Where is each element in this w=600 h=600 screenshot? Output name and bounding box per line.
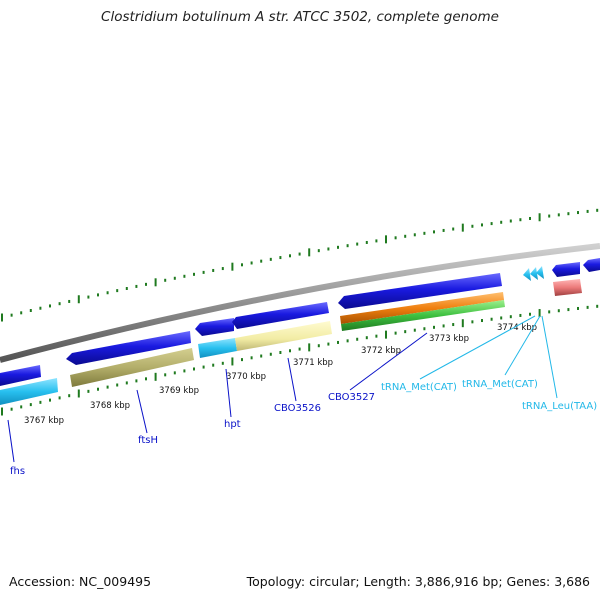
gene-arrow[interactable]	[583, 258, 600, 272]
genome-backbone	[0, 243, 600, 363]
kbp-labels: 3767 kbp 3768 kbp 3769 kbp 3770 kbp 3771…	[24, 323, 537, 426]
feature-bar[interactable]	[235, 321, 332, 351]
feature-bar[interactable]	[553, 279, 582, 296]
gene-arrow[interactable]	[0, 365, 41, 386]
gene-arrow[interactable]	[536, 266, 544, 279]
kbp-label: 3768 kbp	[90, 401, 130, 411]
inner-tick-row	[1, 304, 599, 416]
feature-bar[interactable]	[198, 338, 237, 358]
label-leaders	[7, 315, 558, 463]
outer-tick-row	[1, 208, 599, 322]
gene-labels: fhs ftsH hpt CBO3526 CBO3527 tRNA_Met(CA…	[10, 379, 597, 477]
kbp-label: 3774 kbp	[497, 323, 537, 333]
gene-label-trna-met-2[interactable]: tRNA_Met(CAT)	[462, 379, 538, 390]
gene-label-trna-met-1[interactable]: tRNA_Met(CAT)	[381, 382, 457, 393]
gene-arrow[interactable]	[523, 268, 531, 281]
gene-arrow[interactable]	[530, 267, 538, 280]
gene-arrow[interactable]	[552, 262, 580, 277]
accession-text: Accession: NC_009495	[9, 574, 152, 589]
gene-arrow[interactable]	[232, 302, 329, 329]
kbp-label: 3770 kbp	[226, 372, 266, 382]
gene-label-ftsh[interactable]: ftsH	[138, 435, 158, 446]
kbp-label: 3773 kbp	[429, 334, 469, 344]
feature-bar[interactable]	[340, 292, 504, 324]
gene-label-fhs[interactable]: fhs	[10, 466, 25, 477]
topology-text: Topology: circular; Length: 3,886,916 bp…	[246, 574, 590, 589]
forward-genes	[0, 258, 600, 386]
gene-label-hpt[interactable]: hpt	[224, 419, 241, 430]
feature-bar[interactable]	[341, 300, 505, 331]
kbp-label: 3769 kbp	[159, 386, 199, 396]
feature-bar[interactable]	[0, 378, 58, 405]
gene-label-cbo3526[interactable]: CBO3526	[274, 403, 321, 414]
feature-bars	[0, 279, 582, 405]
gene-arrow[interactable]	[195, 318, 234, 336]
kbp-label: 3772 kbp	[361, 346, 401, 356]
kbp-label: 3771 kbp	[293, 358, 333, 368]
feature-bar[interactable]	[70, 348, 194, 387]
gene-arrow[interactable]	[66, 331, 191, 365]
genome-title: Clostridium botulinum A str. ATCC 3502, …	[101, 9, 499, 25]
gene-label-cbo3527[interactable]: CBO3527	[328, 392, 375, 403]
gene-label-trna-leu[interactable]: tRNA_Leu(TAA)	[522, 401, 597, 412]
gene-arrow[interactable]	[338, 273, 502, 309]
kbp-label: 3767 kbp	[24, 416, 64, 426]
